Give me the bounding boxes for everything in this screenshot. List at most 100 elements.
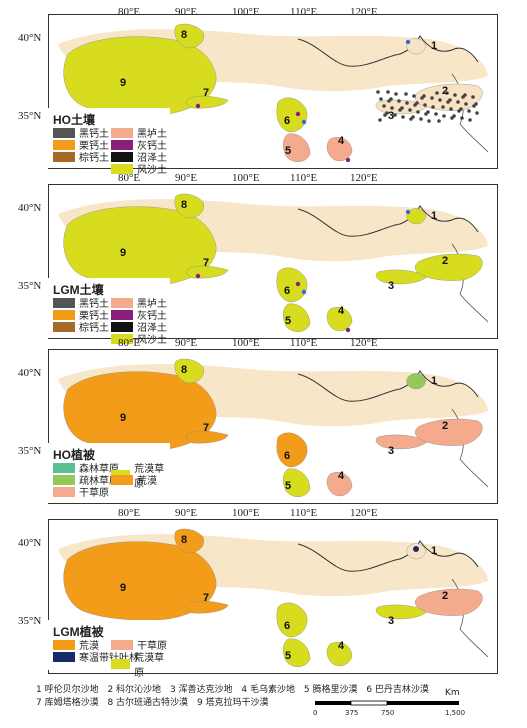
region-2-name: 2 科尔沁沙地 bbox=[107, 685, 162, 695]
region-number-label: 6 bbox=[284, 115, 290, 127]
longitude-label: 100°E bbox=[232, 507, 260, 519]
legend-swatch bbox=[53, 462, 75, 473]
sample-point bbox=[195, 103, 201, 109]
longitude-label: 80°E bbox=[118, 337, 141, 349]
sandy-land-region-2 bbox=[415, 418, 483, 446]
sandy-land-region-6 bbox=[276, 97, 308, 133]
sandy-land-region-7 bbox=[186, 600, 229, 614]
region-number-label: 2 bbox=[442, 590, 448, 602]
sample-point bbox=[408, 108, 412, 112]
sample-point bbox=[295, 281, 301, 287]
sample-point bbox=[471, 95, 475, 99]
sandy-land-region-5 bbox=[283, 468, 311, 497]
legend-swatch bbox=[53, 321, 75, 332]
longitude-label: 90°E bbox=[175, 507, 198, 519]
legend-label: 棕钙土 bbox=[79, 323, 109, 334]
legend-swatch bbox=[111, 151, 133, 162]
longitude-label: 90°E bbox=[175, 337, 198, 349]
legend-title: HO植被 bbox=[53, 448, 96, 462]
region-key: 1 呼伦贝尔沙地 2 科尔沁沙地 3 浑善达克沙地 4 毛乌素沙地 5 腾格里沙… bbox=[36, 684, 435, 710]
map-panel-3: 80°E 90°E 100°E 110°E 120°E 40°N 35°N 1 2 3 4 5 6 7 8 9… bbox=[0, 335, 527, 505]
map-panel-1: 80°E 90°E 100°E 110°E 120°E 40°N 35°N 1 2 3 4 5 6 7 8 9… bbox=[0, 0, 527, 176]
sample-point bbox=[345, 327, 351, 333]
region-number-label: 1 bbox=[431, 40, 437, 52]
sandy-land-region-8 bbox=[174, 23, 204, 49]
region-number-label: 5 bbox=[285, 315, 291, 327]
sample-point bbox=[416, 110, 420, 114]
sample-point bbox=[445, 91, 449, 95]
longitude-label: 120°E bbox=[350, 172, 378, 184]
sample-point bbox=[453, 93, 457, 97]
sandy-land-region-3 bbox=[375, 604, 429, 620]
latitude-label: 40°N bbox=[18, 367, 42, 379]
map-panel-4: 80°E 90°E 100°E 110°E 120°E 40°N 35°N 1 2 3 4 5 6 7 8 9… bbox=[0, 505, 527, 679]
legend-item: 栗钙土 bbox=[53, 307, 109, 322]
region-number-label: 4 bbox=[338, 470, 345, 482]
sample-point bbox=[397, 99, 401, 103]
sample-point bbox=[423, 103, 427, 107]
sandy-land-region-5 bbox=[283, 303, 311, 332]
map-legend: LGM植被 荒漠 寒温带针叶林 干草原 荒漠草原 bbox=[48, 620, 170, 679]
legend-label: 黑垆土 bbox=[137, 129, 167, 140]
sandy-land-region-4 bbox=[326, 472, 353, 497]
sample-point bbox=[430, 96, 434, 100]
latitude-label: 35°N bbox=[18, 445, 42, 457]
sample-point bbox=[452, 114, 456, 118]
sample-point bbox=[295, 111, 301, 117]
latitude-label: 40°N bbox=[18, 537, 42, 549]
legend-item: 沼泽土 bbox=[111, 319, 167, 334]
legend-label: 荒漠 bbox=[137, 476, 157, 487]
legend-swatch bbox=[111, 127, 133, 138]
legend-item: 沼泽土 bbox=[111, 149, 167, 164]
legend-label: 荒漠草原 bbox=[134, 464, 165, 490]
sample-point bbox=[426, 110, 430, 114]
region-number-label: 6 bbox=[284, 285, 290, 297]
region-number-label: 8 bbox=[181, 199, 187, 211]
sandy-land-region-4 bbox=[326, 307, 353, 332]
legend-label: 黑钙土 bbox=[79, 129, 109, 140]
legend-title: HO土壤 bbox=[53, 113, 96, 127]
sandy-land-region-7 bbox=[186, 430, 229, 444]
sandy-land-region-6 bbox=[276, 267, 308, 303]
scale-tick-375: 375 bbox=[345, 709, 359, 717]
region-number-label: 9 bbox=[120, 582, 126, 594]
legend-swatch bbox=[53, 297, 75, 308]
region-number-label: 2 bbox=[442, 420, 448, 432]
longitude-label: 110°E bbox=[290, 507, 318, 519]
legend-swatch bbox=[53, 486, 75, 497]
legend-swatch bbox=[111, 639, 133, 650]
legend-label: 荒漠 bbox=[79, 641, 99, 652]
sample-point bbox=[382, 104, 386, 108]
latitude-label: 35°N bbox=[18, 110, 42, 122]
sandy-land-region-3 bbox=[375, 269, 429, 285]
region-number-label: 2 bbox=[442, 255, 448, 267]
region-3-name: 3 浑善达克沙地 bbox=[169, 685, 233, 695]
sample-point bbox=[345, 157, 351, 163]
legend-item: 荒漠草原 bbox=[111, 649, 169, 679]
region-key-line1: 1 呼伦贝尔沙地 2 科尔沁沙地 3 浑善达克沙地 4 毛乌素沙地 5 腾格里沙… bbox=[36, 684, 435, 697]
sample-point bbox=[442, 114, 446, 118]
sample-point bbox=[419, 117, 423, 121]
legend-swatch bbox=[53, 151, 75, 162]
sample-point bbox=[404, 92, 408, 96]
latitude-label: 35°N bbox=[18, 280, 42, 292]
region-7-name: 7 库姆塔格沙漠 bbox=[36, 698, 99, 708]
region-8-name: 8 古尔班通古特沙漠 bbox=[107, 698, 189, 708]
latitude-label: 40°N bbox=[18, 202, 42, 214]
legend-label: 沼泽土 bbox=[137, 323, 167, 334]
region-number-label: 1 bbox=[431, 375, 437, 387]
longitude-label: 120°E bbox=[350, 337, 378, 349]
legend-swatch bbox=[111, 163, 133, 174]
legend-item: 灰钙土 bbox=[111, 137, 167, 152]
region-number-label: 5 bbox=[285, 145, 291, 157]
legend-label: 沼泽土 bbox=[137, 153, 167, 164]
sample-point bbox=[389, 97, 393, 101]
sandy-land-region-1 bbox=[406, 373, 427, 390]
legend-item: 风沙土 bbox=[111, 331, 167, 346]
sample-point bbox=[441, 105, 445, 109]
scale-tick-0: 0 bbox=[313, 709, 318, 717]
longitude-label: 90°E bbox=[175, 172, 198, 184]
sample-point bbox=[379, 97, 383, 101]
legend-label: 棕钙土 bbox=[79, 153, 109, 164]
longitude-label: 110°E bbox=[290, 172, 318, 184]
